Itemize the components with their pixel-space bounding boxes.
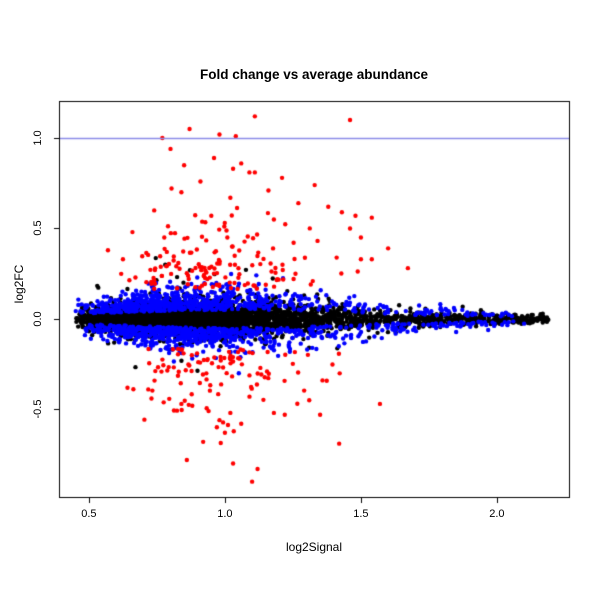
y-axis-title: log2FC bbox=[12, 264, 26, 304]
x-tick-label: 1.5 bbox=[353, 508, 369, 520]
y-tick-label: 0.5 bbox=[32, 220, 44, 237]
y-tick-label: 0.0 bbox=[32, 311, 44, 327]
x-tick-label: 0.5 bbox=[81, 508, 97, 520]
x-axis-title: log2Signal bbox=[285, 540, 343, 554]
chart-title: Fold change vs average abundance bbox=[199, 67, 429, 82]
y-tick-label: 1.0 bbox=[32, 130, 44, 146]
y-tick-label: -0.5 bbox=[32, 399, 44, 419]
x-tick-label: 2.0 bbox=[489, 508, 505, 520]
x-tick-label: 1.0 bbox=[217, 508, 233, 520]
